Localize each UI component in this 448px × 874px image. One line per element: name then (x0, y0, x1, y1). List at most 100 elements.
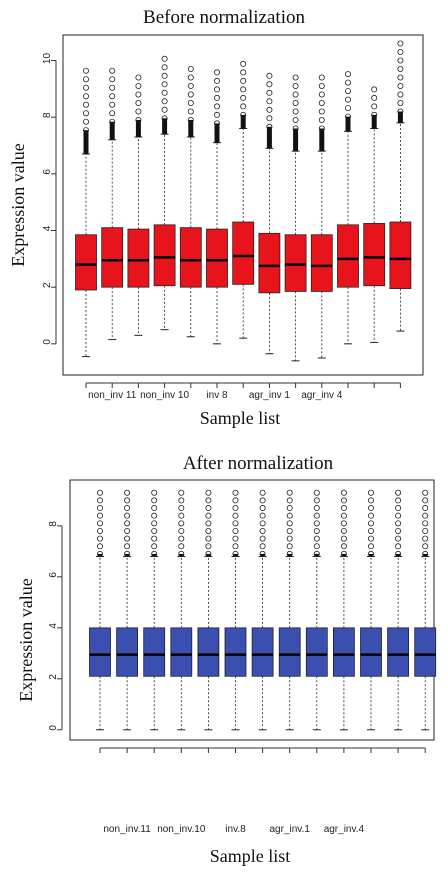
outlier-point (313, 505, 320, 512)
outlier-point (367, 520, 374, 527)
outlier-point (318, 74, 325, 81)
outlier-point (422, 497, 429, 504)
outlier-point (259, 527, 266, 534)
y-tick-label: 8 (42, 112, 53, 118)
outlier-point (213, 120, 220, 127)
box-5 (197, 489, 220, 731)
outlier-point (266, 123, 273, 130)
outlier-point (318, 108, 325, 115)
outlier-point (151, 520, 158, 527)
outlier-point (240, 111, 247, 118)
outlier-point (397, 91, 404, 98)
box-body (337, 224, 359, 288)
box-body (363, 223, 386, 287)
outlier-point (367, 497, 374, 504)
outlier-point (232, 497, 239, 504)
x-axis-label-after: Sample list (210, 846, 291, 866)
outlier-point (97, 520, 104, 527)
outlier-point (83, 127, 90, 134)
x-tick-label: non_inv 11 (88, 390, 137, 401)
outlier-point (367, 489, 374, 496)
box-body (206, 228, 228, 288)
y-tick-label: 2 (48, 674, 59, 680)
box-1 (89, 489, 111, 731)
box-body (153, 224, 176, 287)
outlier-point (161, 98, 168, 105)
outlier-point (340, 497, 347, 504)
outlier-point (109, 118, 116, 125)
x-tick-label: agr_inv 4 (301, 390, 343, 401)
outlier-point (205, 535, 212, 542)
box-6 (206, 69, 228, 345)
outlier-point (422, 550, 429, 557)
outlier-point (240, 86, 247, 93)
outlier-point (318, 117, 325, 124)
outlier-point (266, 81, 273, 88)
outlier-point (161, 89, 168, 96)
outlier-point (292, 125, 299, 132)
plot-frame-after (69, 479, 435, 741)
outlier-point (395, 527, 402, 534)
outlier-point (340, 512, 347, 519)
outlier-point (232, 550, 239, 557)
y-axis-after: 0 2 4 6 8 (48, 521, 63, 731)
x-axis-label-before: Sample list (200, 408, 281, 428)
box-7 (232, 60, 255, 339)
outlier-point (83, 118, 90, 125)
outlier-point (83, 101, 90, 108)
outlier-point (266, 98, 273, 105)
y-tick-label: 6 (42, 169, 53, 175)
box-12 (387, 489, 410, 731)
outlier-point (109, 101, 116, 108)
outlier-point (205, 550, 212, 557)
outlier-point (313, 497, 320, 504)
outlier-point (371, 111, 378, 118)
outlier-point (344, 113, 351, 120)
outlier-point (151, 489, 158, 496)
box-body (278, 627, 301, 677)
outlier-point (124, 505, 131, 512)
x-axis-after: non_inv.11 non_inv.10 inv.8 agr_inv.1 agr_in… (99, 747, 426, 835)
outlier-point (124, 512, 131, 519)
box-10 (332, 489, 355, 731)
outlier-point (397, 57, 404, 64)
outlier-point (259, 512, 266, 519)
outlier-point (313, 543, 320, 550)
outlier-point (397, 66, 404, 73)
outlier-point (232, 520, 239, 527)
y-tick-label: 4 (48, 623, 59, 629)
box-10 (310, 74, 333, 359)
outlier-point (97, 489, 104, 496)
outlier-point (395, 535, 402, 542)
outlier-point (371, 86, 378, 93)
box-body (75, 234, 97, 291)
outlier-point (124, 489, 131, 496)
outlier-point (232, 527, 239, 534)
outlier-point (161, 72, 168, 79)
outlier-point (135, 108, 142, 115)
box-body (116, 627, 138, 677)
plot-frame-before (62, 34, 424, 376)
outlier-point (97, 512, 104, 519)
outlier-point (292, 74, 299, 81)
box-body (232, 221, 255, 285)
outlier-point (292, 117, 299, 124)
x-axis-before: non_inv 11 non_inv 10 inv 8 agr_inv 1 agr_in… (85, 382, 401, 401)
outlier-point (266, 106, 273, 113)
outlier-point (340, 550, 347, 557)
outlier-point (213, 77, 220, 84)
x-tick-label: agr_inv.1 (269, 824, 310, 835)
outlier-point (422, 520, 429, 527)
outlier-point (135, 117, 142, 124)
outlier-point (395, 489, 402, 496)
outlier-point (318, 125, 325, 132)
outlier-point (124, 543, 131, 550)
outlier-point (240, 77, 247, 84)
outlier-point (83, 67, 90, 74)
outlier-point (313, 520, 320, 527)
outlier-point (213, 94, 220, 101)
outlier-point (240, 69, 247, 76)
outlier-point (205, 512, 212, 519)
outlier-point (367, 512, 374, 519)
outlier-point (178, 497, 185, 504)
